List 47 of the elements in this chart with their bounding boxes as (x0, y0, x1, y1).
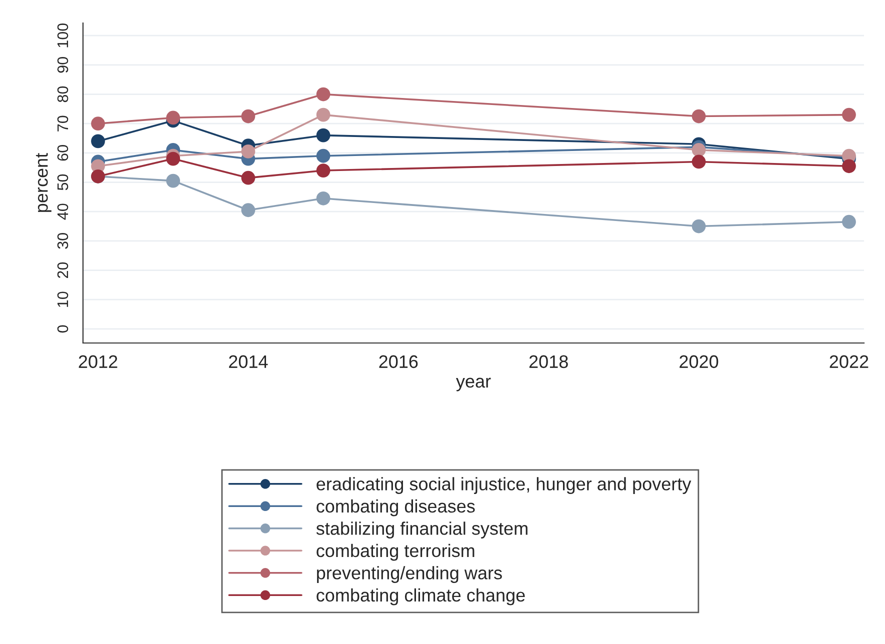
point (166, 174, 180, 188)
y-tick-label: 90 (57, 57, 68, 73)
y-tick-label: 80 (57, 86, 68, 102)
y-tick-label: 100 (57, 23, 68, 48)
y-tick-label: 10 (57, 292, 68, 307)
point (692, 143, 706, 157)
point (316, 164, 330, 178)
point (241, 203, 256, 218)
point (316, 108, 330, 122)
point (842, 159, 856, 174)
x-tick-label: 2020 (680, 355, 718, 368)
y-tick-label: 70 (57, 116, 68, 132)
point (166, 152, 180, 166)
point (316, 191, 330, 206)
x-axis-title: year (456, 378, 491, 392)
point (91, 116, 105, 131)
legend-label: stabilizing financial system (316, 522, 528, 538)
x-tick-label: 2022 (830, 355, 868, 368)
y-tick-label: 40 (57, 204, 68, 220)
legend-label: combating climate change (316, 588, 525, 606)
point (316, 87, 330, 102)
point (692, 219, 706, 234)
legend-label: combating diseases (316, 499, 475, 516)
point (166, 110, 180, 125)
point (91, 134, 105, 148)
point (316, 148, 330, 163)
y-tick-label: 0 (57, 325, 68, 333)
y-axis-title: percent (36, 153, 52, 212)
legend-label: preventing/ending wars (317, 566, 502, 583)
x-tick-label: 2018 (529, 355, 568, 368)
point (842, 214, 856, 229)
point (692, 109, 706, 124)
y-tick-label: 60 (57, 145, 68, 161)
y-tick-label: 30 (57, 233, 68, 249)
point (692, 154, 706, 169)
legend-label: eradicating social injustice, hunger and poverty (316, 477, 692, 494)
x-tick-label: 2016 (379, 355, 418, 368)
y-tick-label: 50 (57, 174, 68, 190)
point (241, 109, 256, 124)
legend-label: combating terrorism (316, 544, 474, 561)
point (842, 108, 856, 122)
point (241, 170, 256, 185)
point (241, 144, 256, 158)
x-tick-label: 2014 (229, 355, 268, 368)
point (316, 128, 330, 142)
x-tick-label: 2012 (78, 355, 118, 368)
y-tick-label: 20 (57, 262, 68, 278)
